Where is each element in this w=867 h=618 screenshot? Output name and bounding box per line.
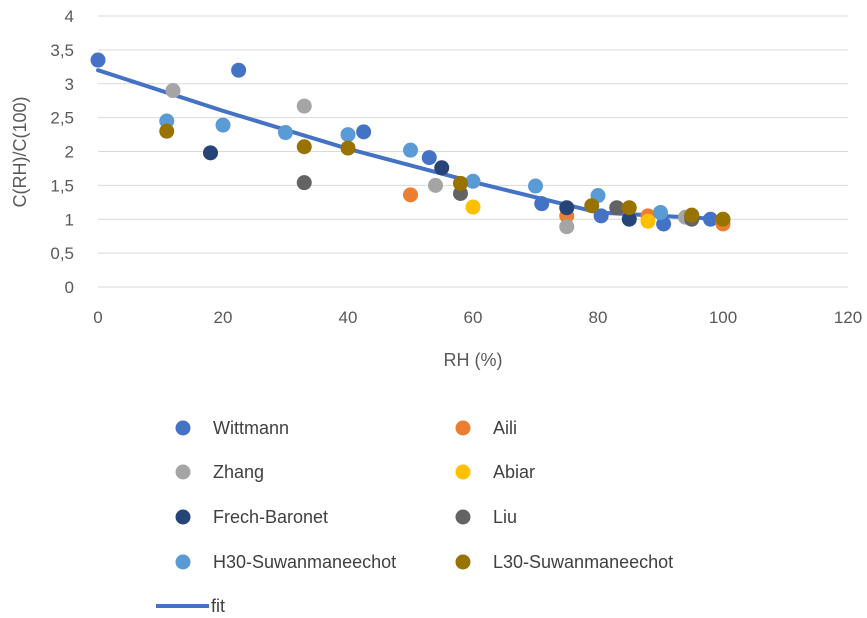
x-axis-label: RH (%) <box>444 350 503 370</box>
legend-item-l30-suwanmaneechot: L30-Suwanmaneechot <box>455 552 673 572</box>
legend-marker <box>175 509 191 525</box>
data-point <box>296 139 312 155</box>
data-point <box>428 177 443 193</box>
legend: Wittmann Aili Zhang Abiar Frech-Baronet Liu H3… <box>156 418 673 616</box>
legend-label: Zhang <box>213 462 264 482</box>
y-tick-label: 0 <box>65 278 74 297</box>
data-point <box>653 204 668 220</box>
y-tick-label: 1,5 <box>50 176 74 195</box>
data-point <box>559 219 575 235</box>
y-axis-label: C(RH)/C(100) <box>10 96 30 207</box>
x-tick-label: 80 <box>589 308 608 327</box>
grid-lines <box>98 15 848 254</box>
legend-marker <box>175 554 191 570</box>
data-point <box>528 178 543 194</box>
data-point <box>621 200 637 216</box>
data-point <box>403 187 418 203</box>
series-frech-baronet <box>203 145 700 227</box>
legend-label: Liu <box>493 507 517 527</box>
legend-marker <box>175 464 191 480</box>
data-point <box>656 216 672 232</box>
x-tick-label: 120 <box>834 308 862 327</box>
data-point <box>534 196 550 212</box>
data-point <box>403 142 418 158</box>
data-point <box>165 83 181 99</box>
legend-label: Wittmann <box>213 418 289 438</box>
legend-item-abiar: Abiar <box>455 462 535 482</box>
y-axis-ticks: 0 0,5 1 1,5 2 2,5 3 3,5 4 <box>50 7 74 297</box>
data-point <box>90 52 106 68</box>
y-tick-label: 3,5 <box>50 41 74 60</box>
data-point <box>340 127 356 143</box>
legend-label: H30-Suwanmaneechot <box>213 552 396 572</box>
data-point <box>593 208 609 224</box>
y-tick-label: 1 <box>65 210 74 229</box>
data-point <box>465 199 481 215</box>
data-point <box>703 211 718 227</box>
legend-marker <box>455 464 471 480</box>
data-points <box>90 52 731 235</box>
legend-label: Abiar <box>493 462 535 482</box>
data-point <box>296 175 312 191</box>
series-wittmann <box>90 52 718 232</box>
x-tick-label: 100 <box>709 308 737 327</box>
legend-item-wittmann: Wittmann <box>175 418 289 438</box>
x-tick-label: 60 <box>464 308 483 327</box>
data-point <box>434 160 450 176</box>
data-point <box>584 198 600 214</box>
legend-item-zhang: Zhang <box>175 462 264 482</box>
legend-label: fit <box>211 596 225 616</box>
legend-label: Frech-Baronet <box>213 507 328 527</box>
data-point <box>159 123 175 139</box>
data-point <box>296 98 312 114</box>
y-tick-label: 2,5 <box>50 109 74 128</box>
x-axis-ticks: 0 20 40 60 80 100 120 <box>93 308 862 327</box>
data-point <box>203 145 218 161</box>
series-h30-suwanmaneechot <box>159 113 668 220</box>
legend-item-frech-baronet: Frech-Baronet <box>175 507 328 527</box>
data-point <box>609 200 625 216</box>
legend-marker <box>175 420 191 436</box>
x-tick-label: 0 <box>93 308 102 327</box>
data-point <box>559 200 575 216</box>
legend-marker <box>455 554 471 570</box>
data-point <box>231 62 247 78</box>
data-point <box>640 213 656 229</box>
series-zhang <box>165 83 693 235</box>
y-tick-label: 0,5 <box>50 244 74 263</box>
data-point <box>453 175 468 191</box>
x-tick-label: 20 <box>214 308 233 327</box>
data-point <box>621 211 637 227</box>
legend-label: Aili <box>493 418 517 438</box>
legend-item-h30-suwanmaneechot: H30-Suwanmaneechot <box>175 552 396 572</box>
data-point <box>215 117 231 133</box>
legend-marker <box>455 509 471 525</box>
data-point <box>465 173 481 189</box>
data-point <box>684 207 700 223</box>
legend-item-fit: fit <box>156 596 225 616</box>
data-point <box>278 125 293 141</box>
series-l30-suwanmaneechot <box>159 123 731 227</box>
y-tick-label: 3 <box>65 75 74 94</box>
data-point <box>421 150 437 166</box>
legend-marker <box>455 420 471 436</box>
y-tick-label: 4 <box>65 7 74 26</box>
data-point <box>715 211 731 227</box>
y-tick-label: 2 <box>65 143 74 162</box>
legend-item-liu: Liu <box>455 507 517 527</box>
data-point <box>356 124 372 140</box>
x-tick-label: 40 <box>339 308 358 327</box>
data-point <box>340 140 356 156</box>
legend-item-aili: Aili <box>455 418 517 438</box>
legend-label: L30-Suwanmaneechot <box>493 552 673 572</box>
